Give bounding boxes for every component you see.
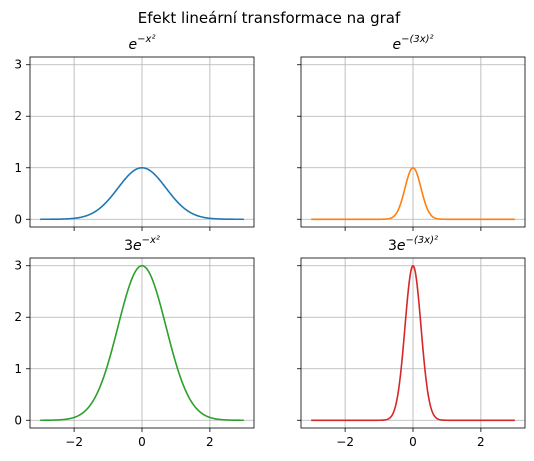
y-tick-label: 1 [14, 161, 22, 175]
series-line-3 [39, 264, 245, 422]
x-tick-label: −2 [65, 435, 83, 449]
series-line-2 [310, 166, 516, 221]
subplot-title-4: 3e−(3x)² [388, 235, 438, 254]
y-tick-label: 2 [14, 310, 22, 324]
subplot-title-3: 3e−x² [124, 235, 160, 254]
x-tick-label: 0 [409, 435, 417, 449]
series-line-4 [310, 264, 516, 422]
title-exponent: −x² [137, 34, 155, 45]
subplot-title-1: e−x² [129, 34, 156, 53]
x-tick-label: 2 [477, 435, 485, 449]
title-base: e [133, 238, 142, 254]
y-tick-label: 0 [14, 413, 22, 427]
y-tick-label: 0 [14, 212, 22, 226]
y-tick-label: 3 [14, 259, 22, 273]
series-line-1 [39, 166, 245, 221]
y-tick-label: 2 [14, 109, 22, 123]
subplot-title-2: e−(3x)² [392, 34, 433, 53]
title-base: e [397, 238, 406, 254]
title-base: e [392, 37, 401, 53]
x-tick-label: 2 [206, 435, 214, 449]
title-exponent: −x² [142, 235, 160, 246]
title-coefficient: 3 [124, 238, 133, 254]
x-tick-label: −2 [336, 435, 354, 449]
subplot-1: 0 1 2 3 e−x² [14, 34, 255, 231]
x-tick-label: 0 [138, 435, 146, 449]
title-coefficient: 3 [388, 238, 397, 254]
title-base: e [129, 37, 138, 53]
title-exponent: −(3x)² [401, 34, 433, 45]
y-tick-label: 1 [14, 362, 22, 376]
figure-suptitle: Efekt lineární transformace na graf [138, 9, 401, 27]
title-exponent: −(3x)² [406, 235, 438, 246]
subplot-2: e−(3x)² [297, 34, 526, 231]
y-tick-label: 3 [14, 58, 22, 72]
subplot-4: −2 0 2 3e−(3x)² [297, 235, 526, 449]
